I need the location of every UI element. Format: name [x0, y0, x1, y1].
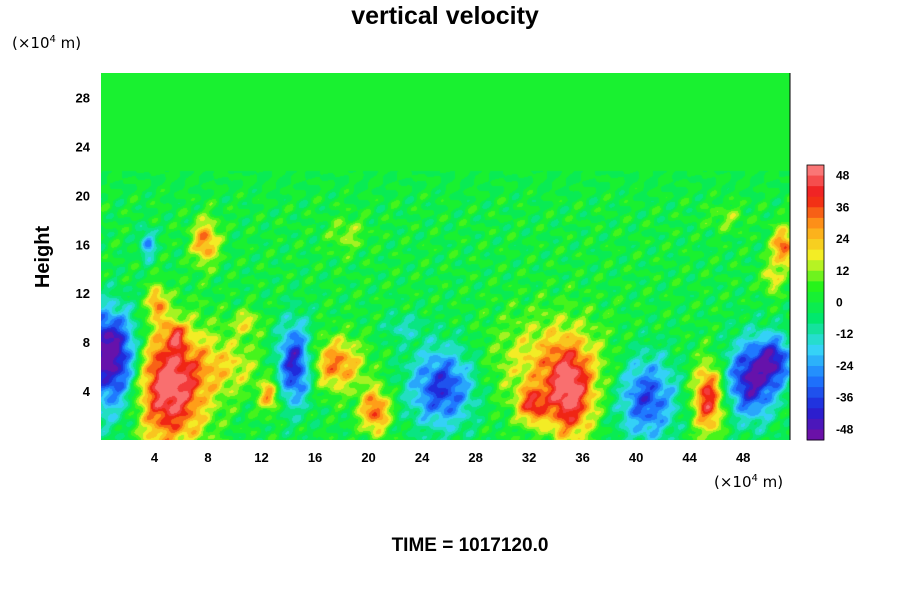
colorbar-band — [807, 249, 824, 261]
x-unit-suffix: m) — [758, 473, 783, 491]
colorbar-band — [807, 387, 824, 399]
x-tick-label: 8 — [204, 450, 211, 465]
time-label: TIME = 1017120.0 — [392, 535, 549, 556]
y-axis-ticks: 4 8 12 16 20 24 28 — [76, 90, 91, 399]
colorbar-band — [807, 207, 824, 219]
colorbar-band — [807, 344, 824, 356]
x-tick-label: 16 — [308, 450, 322, 465]
y-tick-label: 24 — [76, 139, 91, 154]
colorbar-tick-label: -36 — [836, 391, 854, 405]
colorbar-tick-label: -24 — [836, 359, 854, 373]
y-unit-suffix: m) — [56, 34, 81, 52]
colorbar-band — [807, 397, 824, 409]
x-tick-label: 20 — [361, 450, 375, 465]
colorbar-band — [807, 418, 824, 430]
colorbar-band — [807, 239, 824, 251]
y-unit-exponent: 4 — [50, 34, 56, 45]
y-tick-label: 16 — [76, 237, 90, 252]
colorbar-tick-label: 0 — [836, 296, 843, 310]
y-tick-label: 20 — [76, 188, 90, 203]
x-tick-label: 44 — [682, 450, 697, 465]
y-unit-label: (×104 m) — [12, 34, 81, 52]
x-unit-label: (×104 m) — [714, 473, 783, 491]
colorbar-band — [807, 260, 824, 272]
y-tick-label: 8 — [83, 335, 90, 350]
x-unit-exponent: 4 — [752, 473, 758, 484]
y-tick-label: 4 — [83, 384, 91, 399]
colorbar-band — [807, 429, 824, 441]
x-tick-label: 36 — [575, 450, 589, 465]
colorbar-tick-label: -12 — [836, 327, 854, 341]
colorbar-band — [807, 175, 824, 187]
x-tick-label: 48 — [736, 450, 750, 465]
colorbar-band — [807, 186, 824, 198]
colorbar-band — [807, 165, 824, 177]
colorbar-band — [807, 323, 824, 335]
colorbar-tick-label: -48 — [836, 422, 854, 436]
colorbar-band — [807, 196, 824, 208]
x-axis-ticks: 4 8 12 16 20 24 28 32 36 40 44 48 — [151, 450, 751, 465]
colorbar-band — [807, 281, 824, 293]
colorbar-band — [807, 355, 824, 367]
colorbar-band — [807, 408, 824, 420]
colorbar-tick-label: 48 — [836, 169, 850, 183]
velocity-field — [101, 73, 790, 440]
plot-area — [101, 73, 791, 440]
x-unit-prefix: (×10 — [714, 473, 752, 491]
x-tick-label: 4 — [151, 450, 159, 465]
x-tick-label: 12 — [254, 450, 268, 465]
x-tick-label: 32 — [522, 450, 536, 465]
chart-title: vertical velocity — [351, 2, 539, 30]
x-tick-label: 28 — [468, 450, 482, 465]
y-axis-label: Height — [32, 226, 54, 289]
colorbar-tick-label: 36 — [836, 200, 850, 214]
y-tick-label: 12 — [76, 286, 90, 301]
colorbar-band — [807, 291, 824, 303]
colorbar-band — [807, 217, 824, 229]
colorbar-band — [807, 334, 824, 346]
y-tick-label: 28 — [76, 90, 90, 105]
colorbar-band — [807, 270, 824, 282]
y-unit-prefix: (×10 — [12, 34, 50, 52]
colorbar-ticks: 48 36 24 12 0 -12 -24 -36 -48 — [836, 169, 854, 437]
colorbar-tick-label: 24 — [836, 232, 850, 246]
colorbar-frame — [806, 164, 825, 441]
colorbar-band — [807, 376, 824, 388]
colorbar-band — [807, 365, 824, 378]
colorbar-band — [807, 313, 824, 325]
colorbar-tick-label: 12 — [836, 264, 850, 278]
colorbar — [806, 164, 825, 441]
x-tick-label: 40 — [629, 450, 643, 465]
colorbar-band — [807, 228, 824, 240]
x-tick-label: 24 — [415, 450, 430, 465]
colorbar-band — [807, 302, 824, 314]
